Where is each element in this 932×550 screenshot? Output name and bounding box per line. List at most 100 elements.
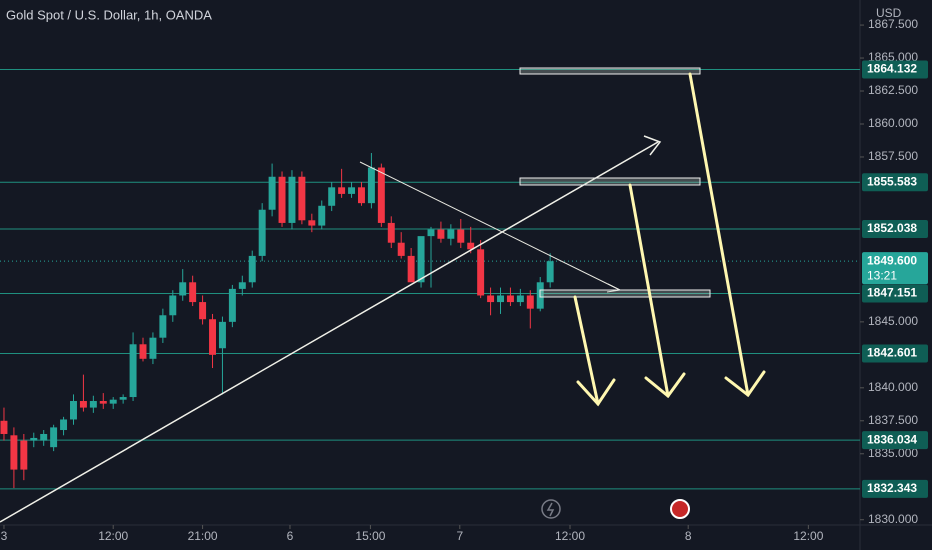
countdown: 13:21 — [867, 268, 897, 282]
candle-body — [109, 399, 117, 404]
candle-body — [209, 319, 216, 355]
y-tick-label: 1830.000 — [868, 512, 918, 526]
level-label-bg — [862, 344, 928, 363]
candle-body — [546, 261, 554, 283]
y-tick-label: 1837.500 — [868, 413, 918, 427]
trend-line — [0, 141, 659, 523]
level-label: 1847.151 — [867, 286, 917, 300]
level-label-bg — [862, 60, 928, 79]
candle-body — [159, 315, 167, 338]
event-icon[interactable] — [541, 499, 561, 519]
candle-body — [447, 229, 455, 239]
candle-body — [228, 288, 236, 322]
level-label: 1832.343 — [867, 481, 917, 495]
candle-body — [0, 420, 8, 434]
zone-box — [519, 67, 701, 75]
candle-body — [358, 187, 365, 204]
trend-line — [359, 161, 621, 291]
candle-body — [40, 433, 48, 441]
currency: USD — [876, 6, 902, 20]
candle-body — [248, 255, 256, 283]
candle-body — [149, 337, 157, 359]
candle-body — [457, 229, 465, 243]
level-label: 1842.601 — [867, 346, 917, 360]
level-label-bg — [862, 431, 928, 450]
x-tick-label: 12:00 — [555, 529, 585, 543]
y-tick-label: 1860.000 — [868, 116, 918, 130]
candle-body — [129, 344, 137, 398]
candle-body — [338, 187, 346, 194]
level-label: 1836.034 — [867, 432, 917, 446]
candle-body — [10, 435, 18, 470]
candle-body — [308, 220, 316, 226]
y-tick-label: 1862.500 — [868, 83, 918, 97]
candle-body — [417, 236, 425, 283]
candle-body — [70, 401, 77, 420]
last-price-label: 1849.600 — [867, 253, 917, 267]
zone-box — [539, 289, 711, 298]
candle-body — [397, 242, 405, 256]
level-label-bg — [862, 173, 928, 192]
candle-body — [189, 282, 197, 303]
candle-body — [318, 205, 326, 226]
candle-body — [516, 295, 524, 303]
x-tick-label: 21:00 — [188, 529, 218, 543]
candle-body — [20, 440, 28, 470]
candle-body — [367, 167, 375, 204]
candle-body — [258, 209, 266, 256]
candle-body — [497, 295, 504, 303]
candle-body — [99, 401, 107, 404]
candle-body — [139, 344, 147, 359]
candle-body — [268, 176, 276, 210]
candle-body — [477, 249, 485, 296]
candle-body — [506, 295, 514, 303]
candle-body — [238, 282, 246, 289]
candle-body — [467, 242, 475, 250]
chart-title: Gold Spot / U.S. Dollar, 1h, OANDA — [6, 7, 212, 22]
y-tick-label: 1835.000 — [868, 446, 918, 460]
x-tick-label: 15:00 — [355, 529, 385, 543]
last-price-bg — [862, 252, 928, 285]
y-tick-label: 1840.000 — [868, 380, 918, 394]
y-tick-label: 1867.500 — [868, 17, 918, 31]
candle-body — [79, 401, 87, 408]
y-tick-label: 1845.000 — [868, 314, 918, 328]
x-tick-label: 12:00 — [793, 529, 823, 543]
level-label: 1864.132 — [867, 62, 917, 76]
candle-body — [89, 401, 97, 408]
candle-body — [348, 187, 356, 194]
candle-body — [427, 229, 435, 237]
x-tick-label: 7 — [456, 529, 463, 543]
candle-body — [30, 437, 38, 441]
level-label-bg — [862, 220, 928, 239]
arrows — [573, 72, 766, 407]
level-label: 1855.583 — [867, 174, 917, 188]
x-tick-label: 8 — [685, 529, 692, 543]
flag-icon[interactable] — [670, 499, 690, 519]
zone-box — [519, 177, 701, 186]
candle-body — [437, 229, 445, 239]
candle-body — [328, 187, 336, 206]
candle-body — [199, 302, 207, 320]
arrow-head — [643, 135, 662, 156]
candle-body — [169, 295, 177, 316]
candle-body — [179, 282, 187, 296]
x-tick-label: 6 — [287, 529, 294, 543]
level-label-bg — [862, 479, 928, 498]
candle-body — [487, 295, 495, 303]
candle-body — [387, 222, 395, 243]
event-icon — [546, 502, 555, 517]
x-tick-label: 3 — [1, 529, 8, 543]
y-tick-label: 1857.500 — [868, 149, 918, 163]
x-tick-label: 12:00 — [98, 529, 128, 543]
candle-body — [288, 176, 296, 223]
candle-body — [60, 419, 68, 431]
candle-body — [50, 427, 58, 448]
level-label-bg — [862, 284, 928, 303]
candle-body — [377, 167, 385, 223]
candle-body — [218, 321, 226, 349]
level-label: 1852.038 — [867, 221, 917, 235]
